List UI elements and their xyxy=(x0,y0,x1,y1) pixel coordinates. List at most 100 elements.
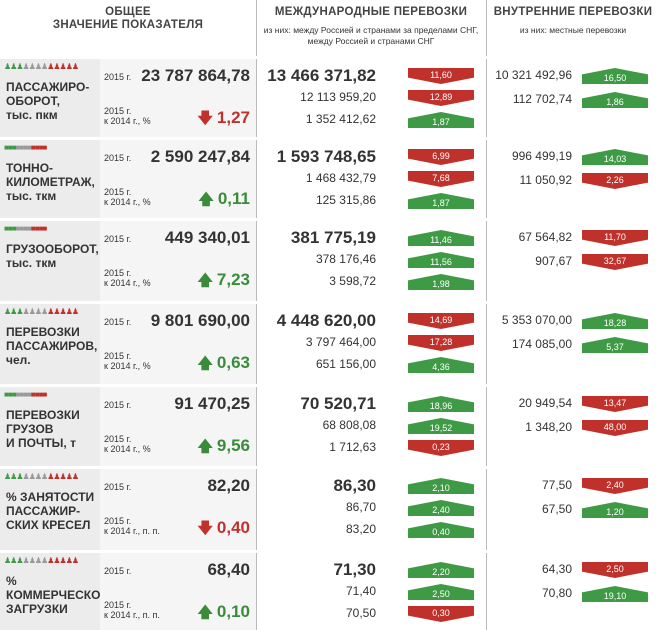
year-label: 2015 г. xyxy=(104,72,132,82)
dom-value: 20 949,54 xyxy=(518,396,572,410)
change-label: 2015 г. к 2014 г., % xyxy=(104,351,151,371)
intl-change-badge: 17,28 xyxy=(408,335,474,351)
total-cell: 2015 г. 23 787 864,78 2015 г. к 2014 г.,… xyxy=(100,58,256,138)
indicator-name: ПЕРЕВОЗКИ ПАССАЖИРОВ, чел. xyxy=(6,325,98,367)
intl-change-badge: 0,30 xyxy=(408,606,474,622)
total-value: 82,20 xyxy=(207,476,250,495)
year-label: 2015 г. xyxy=(104,153,132,163)
year-label: 2015 г. xyxy=(104,566,132,576)
dom-value: 64,30 xyxy=(541,562,572,576)
dom-change-badge: 2,40 xyxy=(582,478,648,494)
dom-value: 174 085,00 xyxy=(511,337,572,351)
change-label: 2015 г. к 2014 г., п. п. xyxy=(104,600,160,620)
intl-value: 70 520,71 xyxy=(300,394,376,413)
row-divider xyxy=(0,550,660,553)
header-intl-subtitle: из них: между Россией и странами за пред… xyxy=(263,25,479,46)
dom-value: 67,50 xyxy=(541,502,572,516)
total-cell: 2015 г. 82,20 2015 г. к 2014 г., п. п. 🡇… xyxy=(100,468,256,551)
change-label: 2015 г. к 2014 г., % xyxy=(104,434,151,454)
indicator-row: ♟♟♟♟♟♟♟♟♟♟♟♟ % КОММЕРЧЕСКОЙ ЗАГРУЗКИ 201… xyxy=(0,552,660,630)
total-cell: 2015 г. 2 590 247,84 2015 г. к 2014 г., … xyxy=(100,139,256,219)
intl-value: 1 468 432,79 xyxy=(305,171,376,185)
dom-value: 112 702,74 xyxy=(512,92,572,106)
indicator-icons: ♟♟♟♟♟♟♟♟♟♟♟♟ xyxy=(4,62,79,71)
indicator-row: ♟♟♟♟♟♟♟♟♟♟♟♟ ПЕРЕВОЗКИ ПАССАЖИРОВ, чел. … xyxy=(0,303,660,385)
total-cell: 2015 г. 449 340,01 2015 г. к 2014 г., % … xyxy=(100,220,256,302)
year-label: 2015 г. xyxy=(104,234,132,244)
indicator-label-cell: ■■■■■■■■■■■ ПЕРЕВОЗКИ ГРУЗОВ И ПОЧТЫ, т xyxy=(0,386,100,467)
indicator-row: ♟♟♟♟♟♟♟♟♟♟♟♟ ПАССАЖИРО- ОБОРОТ, тыс. пкм… xyxy=(0,58,660,138)
intl-value: 86,30 xyxy=(333,476,376,495)
dom-change-badge: 18,28 xyxy=(582,313,648,329)
arrow-up-icon: 🡅 xyxy=(197,272,213,289)
indicator-name: ПЕРЕВОЗКИ ГРУЗОВ И ПОЧТЫ, т xyxy=(6,408,80,450)
intl-change-badge: 2,20 xyxy=(408,562,474,578)
dom-change-badge: 5,37 xyxy=(582,337,648,353)
intl-value: 381 775,19 xyxy=(290,228,376,247)
intl-value: 13 466 371,82 xyxy=(267,66,376,85)
intl-value: 1 593 748,65 xyxy=(276,147,376,166)
intl-value: 125 315,86 xyxy=(315,193,376,207)
dom-change-badge: 16,50 xyxy=(582,68,648,84)
intl-value: 86,70 xyxy=(345,500,376,514)
indicator-name: % ЗАНЯТОСТИ ПАССАЖИР- СКИХ КРЕСЕЛ xyxy=(6,490,95,532)
dom-change-badge: 14,03 xyxy=(582,149,648,165)
row-divider xyxy=(0,301,660,304)
indicator-name: ТОННО- КИЛОМЕТРАЖ, тыс. ткм xyxy=(6,161,95,203)
year-label: 2015 г. xyxy=(104,400,132,410)
header-dom-title: ВНУТРЕННИЕ ПЕРЕВОЗКИ xyxy=(493,6,653,18)
dom-change-badge: 1,86 xyxy=(582,92,648,108)
dom-value: 67 564,82 xyxy=(518,230,572,244)
indicator-icons: ■■■■■■■■■■■ xyxy=(4,390,47,399)
intl-change-badge: 11,46 xyxy=(408,230,474,246)
arrow-down-icon: 🡇 xyxy=(197,520,213,537)
column-divider xyxy=(486,0,487,630)
column-divider xyxy=(256,0,257,630)
intl-value: 1 352 412,62 xyxy=(305,112,376,126)
dom-change-badge: 13,47 xyxy=(582,396,648,412)
arrow-up-icon: 🡅 xyxy=(197,355,213,372)
change-label: 2015 г. к 2014 г., % xyxy=(104,268,151,288)
dom-change-badge: 11,70 xyxy=(582,230,648,246)
indicator-label-cell: ■■■■■■■■■■■ ГРУЗООБОРОТ, тыс. ткм xyxy=(0,220,100,302)
intl-change-badge: 4,36 xyxy=(408,357,474,373)
row-divider xyxy=(0,466,660,469)
intl-change-badge: 1,98 xyxy=(408,274,474,290)
change-number: 0,10 xyxy=(216,602,250,621)
intl-value: 71,40 xyxy=(345,584,376,598)
change-value: 🡇 1,27 xyxy=(197,108,250,133)
dom-change-badge: 1,20 xyxy=(582,502,648,518)
change-label: 2015 г. к 2014 г., % xyxy=(104,106,151,126)
intl-change-badge: 2,10 xyxy=(408,478,474,494)
dom-value: 907,67 xyxy=(535,254,572,268)
dom-value: 996 499,19 xyxy=(511,149,572,163)
change-value: 🡅 9,56 xyxy=(197,436,250,461)
change-number: 7,23 xyxy=(216,270,250,289)
dom-value: 11 050,92 xyxy=(519,173,573,187)
change-number: 1,27 xyxy=(216,108,250,127)
indicator-row: ■■■■■■■■■■■ ГРУЗООБОРОТ, тыс. ткм 2015 г… xyxy=(0,220,660,302)
dom-change-badge: 2,26 xyxy=(582,173,648,189)
intl-value: 3 598,72 xyxy=(329,274,376,288)
intl-value: 1 712,63 xyxy=(329,440,376,454)
indicator-name: % КОММЕРЧЕСКОЙ ЗАГРУЗКИ xyxy=(6,574,110,616)
total-cell: 2015 г. 9 801 690,00 2015 г. к 2014 г., … xyxy=(100,303,256,385)
header-dom-subtitle: из них: местные перевозки xyxy=(519,25,627,35)
indicator-label-cell: ■■■■■■■■■■■ ТОННО- КИЛОМЕТРАЖ, тыс. ткм xyxy=(0,139,100,219)
row-divider xyxy=(0,384,660,387)
dom-change-badge: 48,00 xyxy=(582,420,648,436)
intl-change-badge: 0,40 xyxy=(408,522,474,538)
arrow-down-icon: 🡇 xyxy=(197,110,213,127)
intl-change-badge: 2,50 xyxy=(408,584,474,600)
indicator-icons: ■■■■■■■■■■■ xyxy=(4,224,47,233)
indicator-name: ПАССАЖИРО- ОБОРОТ, тыс. пкм xyxy=(6,80,90,122)
indicator-row: ■■■■■■■■■■■ ПЕРЕВОЗКИ ГРУЗОВ И ПОЧТЫ, т … xyxy=(0,386,660,467)
change-number: 0,11 xyxy=(217,189,250,208)
dom-change-badge: 19,10 xyxy=(582,586,648,602)
dom-change-badge: 32,67 xyxy=(582,254,648,270)
change-value: 🡅 0,63 xyxy=(197,353,250,378)
header-dom: ВНУТРЕННИЕ ПЕРЕВОЗКИ из них: местные пер… xyxy=(486,0,660,58)
total-value: 23 787 864,78 xyxy=(141,66,250,85)
total-value: 9 801 690,00 xyxy=(150,311,250,330)
intl-value: 3 797 464,00 xyxy=(305,335,376,349)
